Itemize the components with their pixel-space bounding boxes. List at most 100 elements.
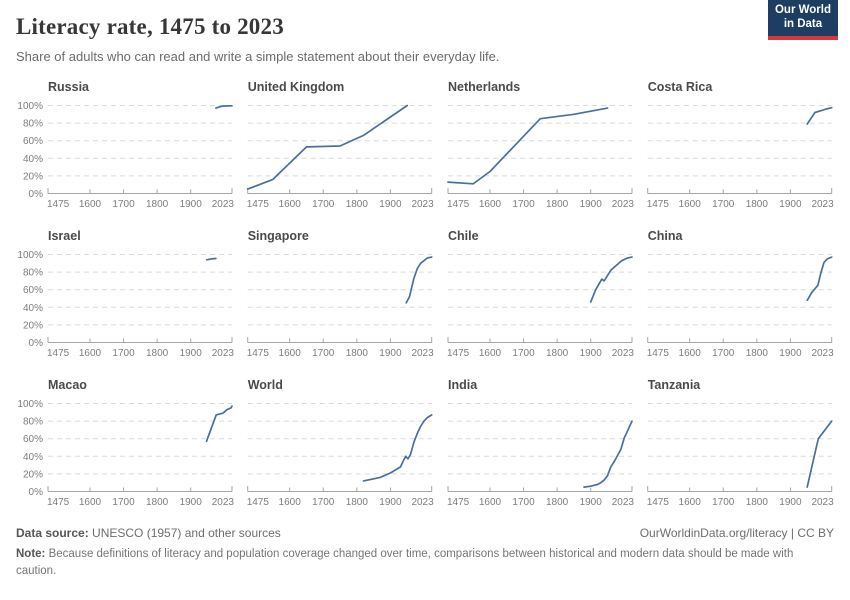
- x-axis-tick-label: 1700: [712, 199, 735, 210]
- y-axis-tick-label: 0%: [29, 189, 44, 200]
- x-axis-tick-label: 1900: [379, 497, 402, 508]
- x-axis-tick-label: 1475: [447, 497, 470, 508]
- x-axis-tick-label: 2023: [212, 348, 235, 359]
- panel-singapore: Singapore 1475 1600 1700 1800 1900 2023: [247, 229, 434, 359]
- chart-header: Literacy rate, 1475 to 2023 Share of adu…: [16, 0, 838, 64]
- x-axis-tick-label: 1475: [47, 199, 70, 210]
- x-axis-tick-label: 2023: [212, 497, 235, 508]
- owid-license-link[interactable]: OurWorldinData.org/literacy | CC BY: [639, 526, 834, 540]
- panel-title: Netherlands: [448, 80, 520, 94]
- panel-title: India: [448, 378, 478, 392]
- x-axis-tick-label: 1475: [247, 199, 270, 210]
- x-axis-tick-label: 2023: [411, 497, 434, 508]
- y-axis-tick-label: 20%: [23, 320, 43, 331]
- x-axis-tick-label: 1700: [112, 348, 135, 359]
- series-line-costa-rica: [806, 106, 833, 125]
- y-axis-tick-label: 20%: [23, 469, 43, 480]
- x-axis-tick-label: 2023: [612, 348, 635, 359]
- x-axis-tick-label: 1475: [247, 497, 270, 508]
- x-axis-tick-label: 1700: [112, 497, 135, 508]
- owid-logo-line1: Our World: [774, 4, 831, 16]
- panel-israel: Israel 0% 20% 40% 60% 80% 100% 1475 1600 1700 1800…: [17, 229, 234, 359]
- x-axis-tick-label: 1475: [47, 497, 70, 508]
- x-axis-tick-label: 2023: [212, 199, 235, 210]
- chart-row-1: Russia 0% 20% 40% 60% 80% 100% 1475 1600 1700 1800…: [17, 80, 834, 210]
- y-axis-tick-label: 60%: [23, 285, 43, 296]
- panel-title: Macao: [48, 378, 87, 392]
- series-line-russia: [215, 104, 233, 109]
- series-line-china: [806, 256, 833, 302]
- x-axis-tick-label: 1900: [779, 199, 802, 210]
- x-axis-tick-label: 1900: [379, 348, 402, 359]
- x-axis-tick-label: 1800: [346, 348, 369, 359]
- x-axis-tick-label: 1900: [580, 348, 603, 359]
- y-axis-tick-label: 100%: [17, 399, 43, 410]
- data-source-label: Data source:: [16, 526, 89, 540]
- y-axis-tick-label: 100%: [17, 250, 43, 261]
- page-title: Literacy rate, 1475 to 2023: [16, 14, 284, 39]
- panel-china: China 1475 1600 1700 1800 1900 2023: [647, 229, 834, 359]
- panel-macao: Macao 0% 20% 40% 60% 80% 100% 1475 1600 1700 1800 1…: [17, 378, 234, 508]
- panel-russia: Russia 0% 20% 40% 60% 80% 100% 1475 1600 1700 1800…: [17, 80, 234, 210]
- owid-chart-export: Literacy rate, 1475 to 2023 Share of adu…: [16, 0, 838, 579]
- y-axis-tick-label: 40%: [23, 452, 43, 463]
- panel-title: Costa Rica: [648, 80, 714, 94]
- panel-united-kingdom: United Kingdom 1475 1600 1700 1800 1900 2023: [247, 80, 434, 210]
- x-axis-tick-label: 1475: [447, 199, 470, 210]
- x-axis-tick-label: 1475: [247, 348, 270, 359]
- x-axis-tick-label: 1700: [712, 497, 735, 508]
- x-axis-tick-label: 1800: [746, 497, 769, 508]
- series-line-netherlands: [447, 107, 609, 185]
- data-source-line: Data source: UNESCO (1957) and other sou…: [16, 526, 281, 540]
- x-axis-tick-label: 1700: [312, 199, 335, 210]
- chart-row-2: Israel 0% 20% 40% 60% 80% 100% 1475 1600 1700 1800…: [17, 229, 834, 359]
- panel-netherlands: Netherlands 1475 1600 1700 1800 1900 2023: [447, 80, 634, 210]
- x-axis-tick-label: 1900: [779, 497, 802, 508]
- x-axis-tick-label: 2023: [612, 497, 635, 508]
- x-axis-tick-label: 1600: [79, 497, 102, 508]
- series-line-chile: [589, 256, 633, 303]
- x-axis-tick-label: 1900: [580, 199, 603, 210]
- x-axis-tick-label: 1900: [180, 348, 203, 359]
- panel-title: World: [248, 378, 283, 392]
- x-axis-tick-label: 1900: [580, 497, 603, 508]
- x-axis-tick-label: 1600: [79, 199, 102, 210]
- chart-footer: Data source: UNESCO (1957) and other sou…: [16, 526, 834, 579]
- y-axis-tick-label: 20%: [23, 171, 43, 182]
- panel-title: United Kingdom: [248, 80, 345, 94]
- y-axis-tick-label: 0%: [29, 338, 44, 349]
- x-axis-tick-label: 1700: [312, 348, 335, 359]
- x-axis-tick-label: 1800: [146, 348, 169, 359]
- x-axis-tick-label: 1900: [180, 497, 203, 508]
- x-axis-tick-label: 1800: [546, 348, 569, 359]
- footnote: Note: Because definitions of literacy an…: [16, 546, 834, 579]
- panel-world: World 1475 1600 1700 1800 1900 2023: [247, 378, 434, 508]
- x-axis-tick-label: 1800: [546, 497, 569, 508]
- x-axis-tick-label: 1700: [712, 348, 735, 359]
- y-axis-tick-label: 60%: [23, 434, 43, 445]
- panel-tanzania: Tanzania 1475 1600 1700 1800 1900 2023: [647, 378, 834, 508]
- x-axis-tick-label: 1600: [79, 348, 102, 359]
- x-axis-tick-label: 1700: [512, 497, 535, 508]
- y-axis-tick-label: 40%: [23, 303, 43, 314]
- owid-logo-line2: in Data: [783, 17, 823, 30]
- x-axis-tick-label: 1600: [679, 497, 702, 508]
- x-axis-tick-label: 1900: [379, 199, 402, 210]
- x-axis-tick-label: 1700: [512, 199, 535, 210]
- x-axis-tick-label: 1600: [279, 199, 302, 210]
- x-axis-tick-label: 1600: [279, 348, 302, 359]
- x-axis-tick-label: 2023: [811, 348, 834, 359]
- x-axis-tick-label: 2023: [411, 348, 434, 359]
- y-axis-tick-label: 80%: [23, 119, 43, 130]
- x-axis-tick-label: 1800: [546, 199, 569, 210]
- owid-logo[interactable]: Our World in Data: [767, 0, 838, 41]
- panel-title: Russia: [48, 80, 90, 94]
- x-axis-tick-label: 1800: [746, 348, 769, 359]
- panel-title: Tanzania: [648, 378, 702, 392]
- series-line-macao: [205, 405, 233, 443]
- footnote-text: Because definitions of literacy and popu…: [16, 548, 794, 577]
- x-axis-tick-label: 1800: [146, 199, 169, 210]
- x-axis-tick-label: 1475: [647, 497, 670, 508]
- x-axis-tick-label: 1700: [112, 199, 135, 210]
- y-axis-tick-label: 80%: [23, 268, 43, 279]
